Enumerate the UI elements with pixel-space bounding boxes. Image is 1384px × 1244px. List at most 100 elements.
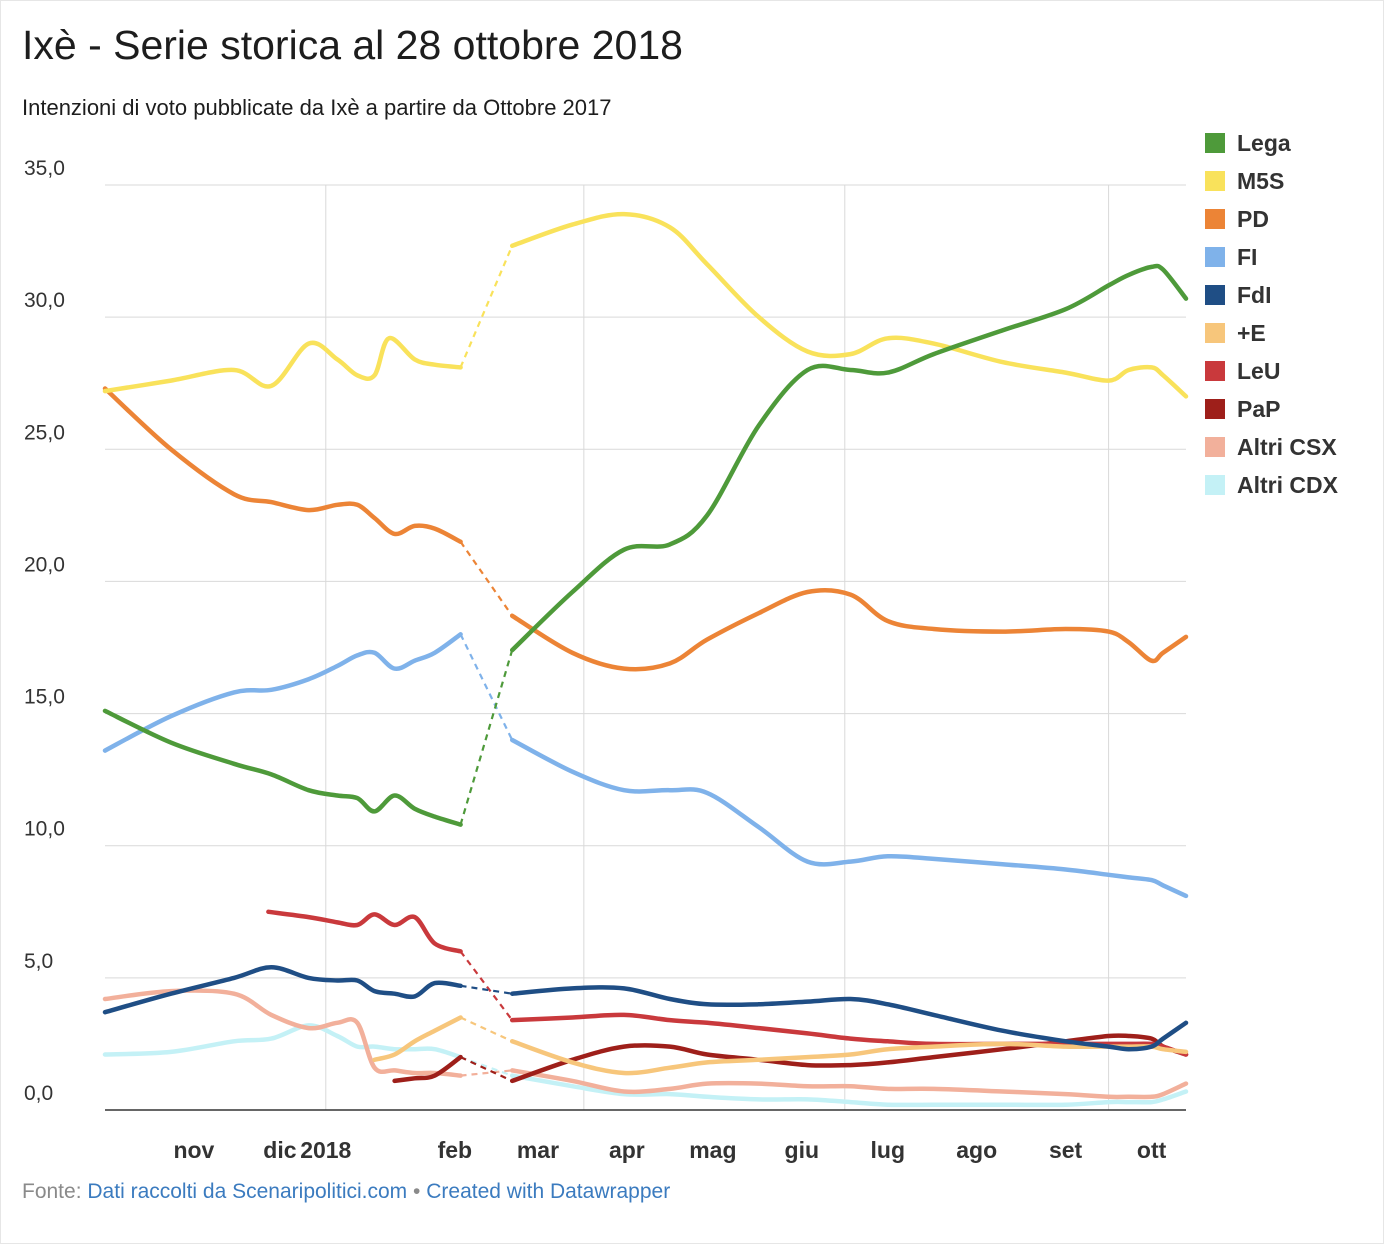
series-leu: [266, 909, 1189, 1057]
series-line-pd: [509, 587, 1189, 672]
series-line-altri-cdx: [509, 1073, 1189, 1108]
series-m5s: [102, 211, 1189, 399]
series-line-fdi: [509, 985, 1189, 1052]
legend-label: PD: [1237, 205, 1269, 232]
x-tick-label: nov: [173, 1137, 214, 1163]
x-tick-label: ott: [1137, 1137, 1167, 1163]
legend-swatch: [1205, 285, 1225, 305]
footer-separator: •: [413, 1180, 421, 1203]
series-line-altri-csx: [102, 988, 463, 1078]
x-axis-ticks: nov dic 2018 feb mar apr mag giu lug ago set ott: [173, 1137, 1166, 1163]
legend-item-leu: LeU: [1205, 352, 1338, 390]
legend-item-e: +E: [1205, 314, 1338, 352]
series-gap-fdi: [460, 984, 513, 995]
x-tick-label: mar: [517, 1137, 559, 1163]
series-line-lega: [102, 708, 463, 827]
y-tick-label: 15,0: [24, 686, 65, 709]
x-tick-label: ago: [956, 1137, 997, 1163]
gridlines: [105, 184, 1186, 1110]
legend-label: Lega: [1237, 129, 1291, 156]
chart-subtitle: Intenzioni di voto pubblicate da Ixè a p…: [22, 95, 612, 120]
legend-item-lega: Lega: [1205, 124, 1338, 162]
series-gap-lega: [459, 649, 514, 825]
series-line-fi: [102, 632, 463, 753]
series-line-altri-csx: [509, 1068, 1189, 1100]
chart-title: Ixè - Serie storica al 28 ottobre 2018: [22, 22, 683, 68]
series-e: [372, 1015, 1189, 1076]
legend-swatch: [1205, 209, 1225, 229]
series-fdi: [102, 965, 1189, 1052]
datawrapper-link[interactable]: Created with Datawrapper: [426, 1180, 671, 1203]
legend-swatch: [1205, 399, 1225, 419]
legend-label: FdI: [1237, 281, 1272, 308]
series-gap-altri-cdx: [460, 1056, 513, 1077]
legend-swatch: [1205, 133, 1225, 153]
legend-label: Altri CSX: [1237, 433, 1337, 460]
legend-swatch: [1205, 361, 1225, 381]
x-tick-label: lug: [871, 1137, 906, 1163]
series-gap-leu: [459, 950, 514, 1021]
series-fi: [102, 632, 1189, 899]
legend-swatch: [1205, 475, 1225, 495]
series-line-leu: [266, 909, 463, 954]
y-tick-label: 25,0: [24, 421, 65, 444]
x-tick-label: 2018: [300, 1137, 351, 1163]
series-lines: [102, 211, 1189, 1108]
series-line-m5s: [509, 211, 1189, 399]
legend-label: PaP: [1237, 395, 1281, 422]
legend-label: Altri CDX: [1237, 471, 1338, 498]
series-line-pd: [102, 386, 463, 545]
legend-swatch: [1205, 437, 1225, 457]
series-line-e: [509, 1039, 1189, 1076]
x-tick-label: dic: [263, 1137, 296, 1163]
x-tick-label: set: [1049, 1137, 1083, 1163]
series-line-m5s: [102, 336, 463, 394]
series-gap-pd: [459, 541, 514, 617]
y-tick-label: 20,0: [24, 553, 65, 576]
footer: Fonte: Dati raccolti da Scenaripolitici.…: [22, 1180, 670, 1204]
y-tick-label: 30,0: [24, 289, 65, 312]
legend-swatch: [1205, 247, 1225, 267]
legend-label: LeU: [1237, 357, 1281, 384]
y-tick-label: 35,0: [24, 157, 65, 180]
series-line-pap: [509, 1033, 1189, 1084]
legend: Lega M5S PD FI FdI +E LeU PaP Altri CSX Altri CDX: [1205, 124, 1338, 504]
y-tick-label: 10,0: [24, 818, 65, 841]
legend-item-m5s: M5S: [1205, 162, 1338, 200]
legend-swatch: [1205, 171, 1225, 191]
legend-item-pap: PaP: [1205, 390, 1338, 428]
series-altri-csx: [102, 988, 1189, 1100]
series-gap-fi: [459, 633, 514, 741]
footer-prefix: Fonte:: [22, 1180, 82, 1203]
x-tick-label: giu: [785, 1137, 820, 1163]
y-tick-label: 0,0: [24, 1082, 53, 1105]
x-tick-label: apr: [609, 1137, 645, 1163]
legend-label: M5S: [1237, 167, 1285, 194]
series-line-fdi: [102, 965, 463, 1015]
series-line-pap: [392, 1054, 463, 1084]
series-line-e: [372, 1015, 463, 1063]
series-gap-altri-csx: [460, 1069, 513, 1077]
series-gap-m5s: [459, 245, 514, 368]
legend-item-fi: FI: [1205, 238, 1338, 276]
series-line-altri-cdx: [102, 1023, 463, 1060]
series-gap-pap: [460, 1056, 513, 1082]
series-altri-cdx: [102, 1023, 1189, 1108]
legend-item-altri-csx: Altri CSX: [1205, 428, 1338, 466]
series-pap: [392, 1033, 1189, 1084]
y-tick-label: 5,0: [24, 950, 53, 973]
legend-item-pd: PD: [1205, 200, 1338, 238]
x-tick-label: mag: [689, 1137, 736, 1163]
series-pd: [102, 386, 1189, 672]
source-link[interactable]: Dati raccolti da Scenaripolitici.com: [87, 1180, 408, 1203]
x-tick-label: feb: [438, 1137, 473, 1163]
y-axis-ticks: 35,0 30,0 25,0 20,0 15,0 10,0 5,0 0,0: [24, 157, 65, 1105]
series-lega: [102, 263, 1189, 827]
series-line-leu: [509, 1012, 1189, 1057]
legend-label: +E: [1237, 319, 1266, 346]
legend-label: FI: [1237, 243, 1258, 270]
legend-swatch: [1205, 323, 1225, 343]
series-line-lega: [509, 263, 1189, 653]
legend-item-fdi: FdI: [1205, 276, 1338, 314]
